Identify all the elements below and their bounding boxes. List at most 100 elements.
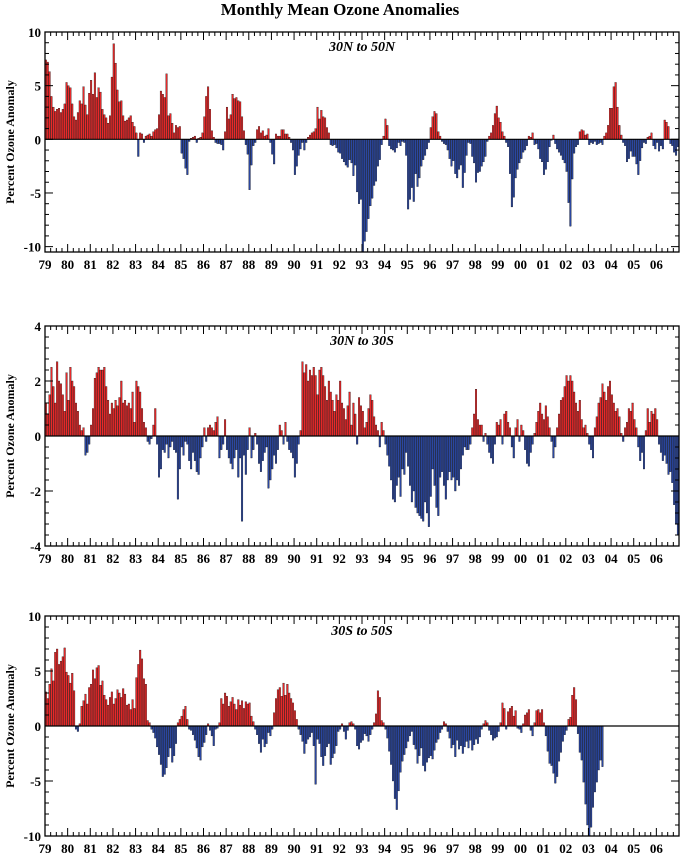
bar-30s-50s [325, 725, 328, 748]
x-tick-label-30n-50n: 91 [310, 257, 323, 272]
bar-30n-30s [503, 413, 506, 437]
bar-30s-50s [593, 725, 596, 793]
bar-30n-50n [180, 139, 183, 154]
bar-30n-50n [67, 85, 70, 140]
x-tick-label-30s-50s: 96 [423, 841, 437, 856]
bar-30n-30s [58, 380, 60, 437]
bar-30n-50n [607, 125, 610, 140]
x-tick-label-30n-50n: 95 [401, 257, 415, 272]
bar-30s-50s [493, 725, 496, 739]
bar-30s-50s [295, 719, 298, 727]
bar-30s-50s [559, 725, 562, 753]
bar-30n-50n [148, 133, 151, 140]
bar-30n-50n [71, 103, 74, 140]
bar-30s-50s [561, 725, 564, 742]
bar-30s-50s [467, 725, 470, 749]
bar-30n-50n [242, 130, 245, 140]
bar-30s-50s [109, 697, 111, 727]
bar-30s-50s [46, 698, 49, 727]
bar-30n-30s [309, 369, 311, 437]
x-tick-label-30n-30s: 97 [446, 551, 460, 566]
bar-30n-50n [312, 131, 315, 140]
bar-30s-50s [573, 687, 576, 727]
bar-30n-50n [241, 116, 244, 140]
bar-30n-50n [246, 139, 249, 155]
bar-30n-50n [86, 114, 89, 140]
bar-30s-50s [586, 725, 589, 826]
x-tick-label-30n-50n: 87 [220, 257, 234, 272]
bar-30n-50n [76, 112, 79, 140]
bar-30n-30s [275, 435, 277, 464]
bar-30s-50s [273, 712, 276, 727]
x-tick-label-30n-50n: 94 [378, 257, 392, 272]
bar-30n-50n [48, 71, 51, 140]
x-tick-label-30n-50n: 85 [174, 257, 188, 272]
bar-30s-50s [380, 720, 383, 727]
bar-30s-50s [178, 719, 181, 727]
bar-30n-30s [54, 402, 57, 437]
bar-30n-30s [422, 435, 425, 522]
bar-30n-50n [388, 139, 391, 146]
bar-30n-30s [273, 435, 276, 456]
x-tick-label-30s-50s: 83 [129, 841, 143, 856]
bar-30s-50s [137, 664, 140, 727]
y-axis-label-30s-50s: Percent Ozone Anomaly [3, 664, 17, 788]
x-tick-label-30n-30s: 02 [559, 551, 572, 566]
bar-30n-50n [458, 139, 461, 170]
bar-30n-30s [658, 435, 661, 445]
bar-30s-50s [469, 725, 472, 741]
bar-30n-50n [182, 139, 185, 159]
bar-30n-30s [516, 419, 519, 437]
bar-30n-30s [518, 435, 521, 442]
bar-30s-50s [537, 709, 540, 727]
bar-30n-30s [433, 435, 436, 486]
bar-30n-50n [210, 130, 213, 140]
bar-30n-30s [607, 386, 610, 437]
bar-30n-30s [524, 435, 527, 450]
bar-30n-30s [488, 435, 491, 453]
x-tick-label-30n-50n: 99 [491, 257, 505, 272]
bar-30n-50n [620, 134, 623, 140]
bar-30n-30s [535, 422, 538, 437]
bar-30n-30s [624, 427, 627, 437]
bar-30n-30s [186, 435, 189, 445]
bar-30s-50s [492, 725, 494, 741]
bar-30n-50n [576, 139, 579, 145]
bar-30n-30s [331, 400, 334, 437]
bar-30s-50s [595, 725, 598, 783]
x-tick-label-30n-30s: 90 [288, 551, 301, 566]
bar-30n-50n [484, 139, 487, 157]
bar-30n-30s [348, 391, 351, 437]
bar-30n-30s [427, 435, 430, 527]
bar-30n-50n [133, 126, 136, 140]
bar-30n-50n [159, 90, 162, 140]
bar-30n-50n [252, 139, 255, 146]
bar-30s-50s [171, 725, 174, 763]
bar-30n-50n [316, 106, 319, 140]
bar-30n-30s [109, 413, 111, 437]
x-tick-label-30n-30s: 83 [129, 551, 143, 566]
bar-30n-50n [325, 127, 328, 140]
bar-30s-50s [156, 725, 159, 748]
bar-30n-50n [465, 139, 468, 156]
bar-30n-30s [378, 435, 381, 448]
x-tick-label-30s-50s: 89 [265, 841, 279, 856]
bar-30n-30s [497, 424, 500, 437]
bar-30n-30s [393, 435, 396, 503]
bar-30n-50n [422, 139, 425, 160]
bar-30n-30s [265, 435, 268, 448]
bar-30s-50s [282, 682, 285, 727]
bar-30n-50n [539, 139, 542, 159]
x-tick-label-30n-50n: 05 [627, 257, 641, 272]
bar-30n-30s [122, 402, 125, 437]
bar-30s-50s [101, 680, 104, 727]
bar-30s-50s [222, 703, 225, 727]
bar-30n-30s [410, 435, 413, 503]
bar-30n-50n [567, 139, 570, 203]
bar-30n-50n [248, 139, 251, 190]
x-tick-label-30s-50s: 86 [197, 841, 211, 856]
bar-30n-30s [397, 435, 400, 478]
x-tick-label-30n-30s: 05 [627, 551, 641, 566]
bar-30n-50n [167, 115, 170, 140]
bar-30n-30s [448, 435, 451, 472]
